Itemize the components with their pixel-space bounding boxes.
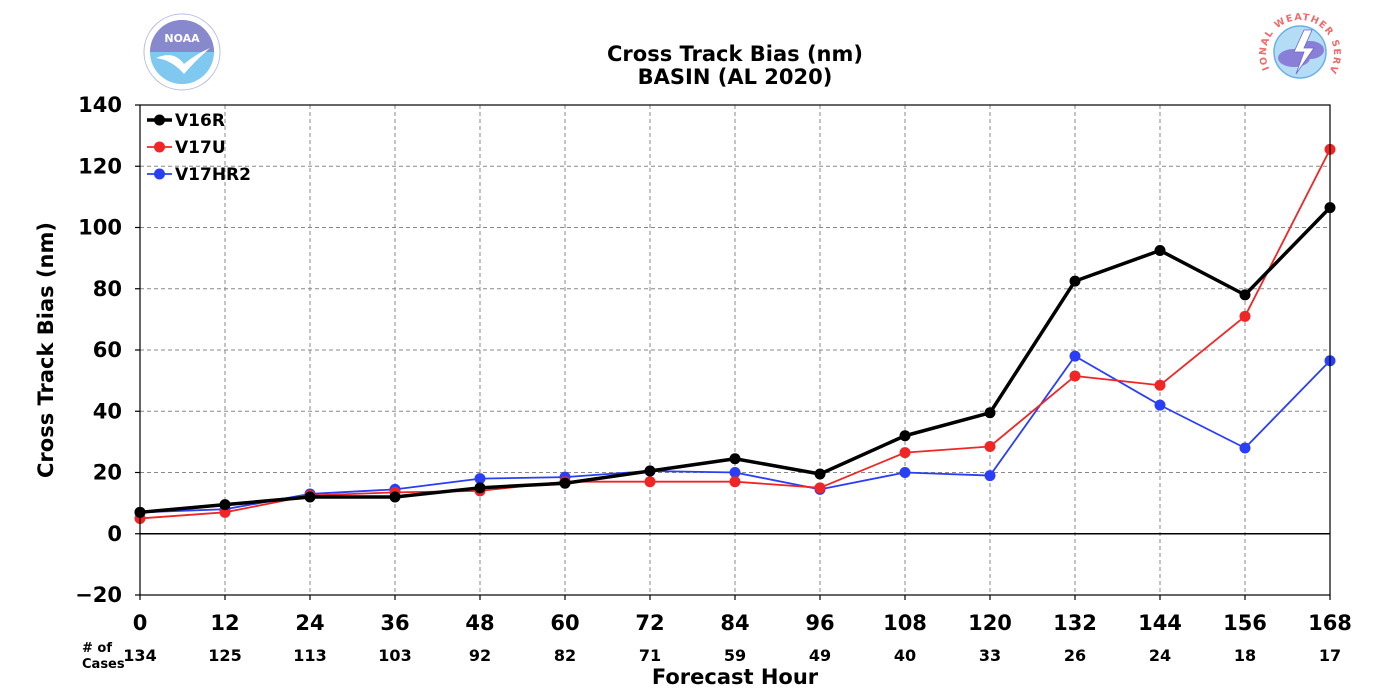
data-point-v16r <box>814 468 826 480</box>
case-count: 103 <box>378 646 411 665</box>
cases-label: # of <box>82 641 112 656</box>
x-tick-labels: 0 12 24 36 48 60 72 84 96 108 120 132 144 156 168 <box>133 595 1352 635</box>
data-point-v17hr2 <box>984 470 996 482</box>
x-tick-label: 156 <box>1223 611 1267 635</box>
grid-lines <box>140 105 1330 595</box>
data-point-v16r <box>644 465 656 477</box>
data-point-v17u <box>899 447 911 459</box>
case-count: 26 <box>1064 646 1086 665</box>
y-tick-label: 60 <box>93 338 122 362</box>
data-point-v16r <box>984 407 996 419</box>
data-point-v17hr2 <box>1154 399 1166 411</box>
y-tick-label: 120 <box>78 154 122 178</box>
data-point-v16r <box>1154 244 1166 256</box>
data-point-v17u <box>814 482 826 494</box>
case-count: 24 <box>1149 646 1171 665</box>
case-count: 18 <box>1234 646 1256 665</box>
legend-label: V16R <box>175 111 225 131</box>
legend-label: V17U <box>175 138 226 158</box>
chart-title: Cross Track Bias (nm) <box>607 42 863 66</box>
data-point-v16r <box>559 477 571 489</box>
x-tick-label: 0 <box>133 611 148 635</box>
data-point-v17hr2 <box>1069 350 1081 362</box>
y-tick-label: 140 <box>78 93 122 117</box>
x-tick-label: 84 <box>720 611 749 635</box>
noaa-logo-icon: NOAA <box>143 13 221 91</box>
data-point-v16r <box>474 482 486 494</box>
legend-label: V17HR2 <box>175 165 251 185</box>
y-tick-label: −20 <box>75 583 122 607</box>
x-tick-label: 12 <box>210 611 239 635</box>
case-count: 59 <box>724 646 746 665</box>
legend-swatch-marker <box>154 141 165 153</box>
y-tick-label: 20 <box>93 461 122 485</box>
noaa-logo-text: NOAA <box>164 32 200 45</box>
case-count: 17 <box>1319 646 1341 665</box>
legend-swatch-marker <box>154 168 165 180</box>
data-point-v17hr2 <box>1239 442 1251 454</box>
case-count: 49 <box>809 646 831 665</box>
x-tick-label: 168 <box>1308 611 1352 635</box>
y-tick-labels: −20 0 20 40 60 80 100 120 140 <box>75 93 140 607</box>
x-tick-label: 120 <box>968 611 1012 635</box>
data-point-v16r <box>1069 275 1081 287</box>
y-tick-label: 40 <box>93 399 122 423</box>
data-point-v16r <box>899 430 911 442</box>
case-counts: 134 125 113 103 92 82 71 59 49 40 33 26 24 18 17 <box>123 646 1341 665</box>
case-count: 71 <box>639 646 661 665</box>
y-tick-label: 0 <box>107 522 122 546</box>
y-tick-label: 80 <box>93 277 122 301</box>
y-tick-label: 100 <box>78 216 122 240</box>
x-tick-label: 108 <box>883 611 927 635</box>
x-tick-label: 24 <box>295 611 324 635</box>
case-count: 113 <box>293 646 326 665</box>
legend: V16R V17U V17HR2 <box>147 111 251 185</box>
data-point-v17u <box>644 476 656 488</box>
case-count: 125 <box>208 646 241 665</box>
legend-swatch-marker <box>154 114 165 126</box>
data-point-v17hr2 <box>474 473 486 485</box>
chart-subtitle: BASIN (AL 2020) <box>638 65 833 89</box>
case-count: 33 <box>979 646 1001 665</box>
x-tick-label: 48 <box>465 611 494 635</box>
data-point-v17u <box>1154 379 1166 391</box>
data-point-v17hr2 <box>729 467 741 478</box>
data-point-v17u <box>729 476 741 488</box>
data-point-v17u <box>219 506 231 518</box>
national-weather-service-logo-icon: NATIONAL WEATHER SERVICE <box>1258 12 1341 90</box>
y-axis-label: Cross Track Bias (nm) <box>34 222 58 478</box>
case-count: 92 <box>469 646 491 665</box>
case-count: 82 <box>554 646 576 665</box>
data-point-v17u <box>1069 370 1081 382</box>
data-point-v17hr2 <box>899 467 911 478</box>
series-layer <box>134 143 1336 524</box>
case-count: 134 <box>123 646 156 665</box>
x-tick-label: 60 <box>550 611 579 635</box>
data-point-v16r <box>389 491 401 503</box>
data-point-v16r <box>729 453 741 465</box>
data-point-v16r <box>1239 289 1251 301</box>
x-axis-label: Forecast Hour <box>652 665 819 689</box>
x-tick-label: 144 <box>1138 611 1182 635</box>
x-tick-label: 36 <box>380 611 409 635</box>
x-tick-label: 72 <box>635 611 664 635</box>
case-count: 40 <box>894 646 916 665</box>
data-point-v17u <box>984 440 996 452</box>
cases-label: Cases <box>82 657 125 672</box>
x-tick-label: 96 <box>805 611 834 635</box>
x-tick-label: 132 <box>1053 611 1097 635</box>
data-point-v16r <box>219 499 231 511</box>
data-point-v16r <box>304 491 316 503</box>
data-point-v17u <box>1239 310 1251 322</box>
